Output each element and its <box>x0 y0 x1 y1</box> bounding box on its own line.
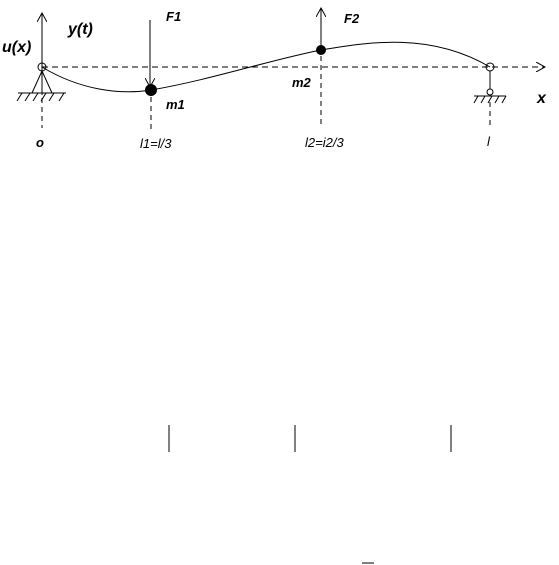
label-origin: o <box>36 135 44 150</box>
label-m2: m2 <box>292 75 312 90</box>
label-x: x <box>536 90 547 107</box>
mass-m1 <box>145 84 157 96</box>
right-support <box>473 62 507 104</box>
drawing <box>16 8 545 564</box>
mass-m2 <box>316 45 326 55</box>
label-y: y(t) <box>67 21 93 38</box>
label-l1: l1=l/3 <box>140 136 172 151</box>
label-f1: F1 <box>166 9 181 24</box>
label-l: l <box>487 134 491 149</box>
label-f2: F2 <box>344 11 360 26</box>
guides <box>41 56 491 130</box>
label-u: u(x) <box>2 39 31 56</box>
label-m1: m1 <box>166 97 185 112</box>
left-support <box>16 62 66 102</box>
lower-marks <box>168 425 452 564</box>
label-l2: l2=i2/3 <box>305 135 344 150</box>
deflection-curve <box>41 41 491 93</box>
